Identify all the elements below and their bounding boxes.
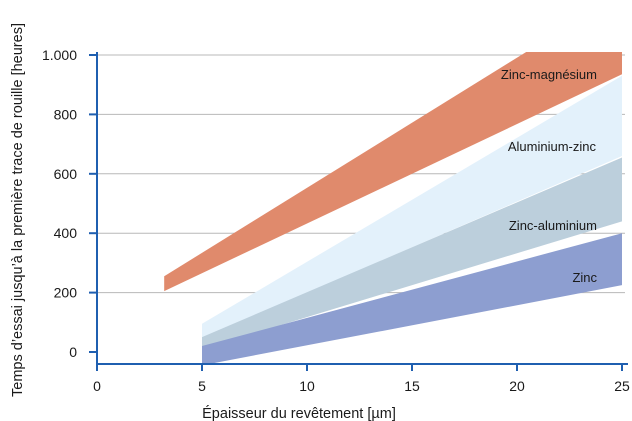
x-tick-label: 5 <box>198 378 206 394</box>
y-tick-label: 400 <box>54 225 78 241</box>
y-tick-label: 200 <box>54 285 78 301</box>
x-tick-label: 10 <box>299 378 315 394</box>
series-label: Aluminium-zinc <box>508 139 597 154</box>
data-bands <box>164 52 622 364</box>
x-tick-label: 25 <box>614 378 630 394</box>
series-label: Zinc-magnésium <box>501 67 597 82</box>
series-label: Zinc <box>572 270 597 285</box>
labels: 0 200 400 600 800 1.000 0 5 10 15 20 25 Zinc-magnési… <box>42 47 630 394</box>
band-zinc-aluminium <box>202 157 622 350</box>
x-tick-label: 0 <box>93 378 101 394</box>
y-tick-label: 600 <box>54 166 78 182</box>
band-zinc-magn-sium <box>164 52 622 292</box>
x-tick-label: 15 <box>404 378 420 394</box>
band-zinc <box>202 233 622 364</box>
y-tick-label: 800 <box>54 106 78 122</box>
series-label: Zinc-aluminium <box>509 218 597 233</box>
y-axis-title: Temps d’essai jusqu’à la première trace … <box>10 23 26 397</box>
y-tick-label: 1.000 <box>42 47 77 63</box>
band-aluminium-zinc <box>202 75 622 339</box>
x-axis-title: Épaisseur du revêtement [µm] <box>202 405 396 421</box>
x-tick-label: 20 <box>509 378 525 394</box>
y-tick-label: 0 <box>69 344 77 360</box>
axes <box>89 52 628 371</box>
